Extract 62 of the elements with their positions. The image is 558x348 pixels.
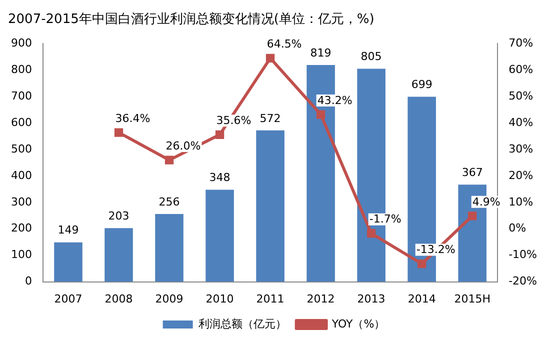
y-tick-label: 700 xyxy=(10,89,32,102)
data-label: -1.7% xyxy=(369,212,402,226)
point xyxy=(266,54,275,62)
x-tick-label: 2015H xyxy=(454,292,490,306)
x-tick-label: 2011 xyxy=(256,292,284,306)
legend-label: 利润总额（亿元） xyxy=(198,317,286,330)
data-label: -13.2% xyxy=(416,243,456,256)
data-label: 348 xyxy=(209,171,230,184)
y2-tick-label: 30% xyxy=(508,142,534,156)
data-label: 572 xyxy=(260,112,281,125)
y-tick-label: 300 xyxy=(10,195,32,208)
bar xyxy=(206,190,234,282)
y2-tick-label: 70% xyxy=(508,36,534,50)
legend-label: YOY（%） xyxy=(330,317,386,330)
x-tick-label: 2008 xyxy=(104,292,133,306)
x-tick-label: 2013 xyxy=(357,292,386,306)
x-tick-label: 2009 xyxy=(155,292,184,306)
y2-tick-label: 60% xyxy=(508,62,534,76)
data-label: 699 xyxy=(411,78,432,92)
y-tick-label: 500 xyxy=(10,142,32,156)
y2-tick-label: -20% xyxy=(508,274,538,288)
bar xyxy=(256,130,284,282)
data-label: 26.0% xyxy=(166,139,201,152)
data-label: 64.5% xyxy=(266,38,302,51)
point xyxy=(417,259,426,268)
y2-tick-label: -10% xyxy=(508,248,538,262)
y2-tick-label: 50% xyxy=(508,89,534,102)
data-label: 4.9% xyxy=(472,195,500,208)
data-label: 367 xyxy=(462,166,483,180)
y2-tick-label: 40% xyxy=(508,116,534,129)
data-label: 256 xyxy=(158,195,180,208)
data-label: 43.2% xyxy=(317,94,352,107)
data-label: 36.4% xyxy=(115,112,150,125)
point xyxy=(366,229,376,238)
y-tick-label: 400 xyxy=(10,168,32,182)
data-label: 819 xyxy=(310,46,332,60)
bar xyxy=(54,242,82,282)
point xyxy=(215,130,224,139)
y2-tick-label: 20% xyxy=(508,168,534,182)
y-tick-label: 0 xyxy=(24,274,32,288)
data-label: 149 xyxy=(58,224,79,237)
x-tick-label: 2010 xyxy=(206,292,234,306)
point xyxy=(468,212,477,220)
data-label: 203 xyxy=(108,209,130,222)
chart-title: 2007-2015年中国白酒行业利润总额变化情况(单位：亿元，%) xyxy=(8,12,374,28)
y-tick-label: 100 xyxy=(10,248,32,262)
y-tick-label: 600 xyxy=(10,116,32,129)
data-label: 805 xyxy=(360,50,382,64)
point xyxy=(164,156,174,164)
y-tick-label: 200 xyxy=(10,222,32,235)
bar xyxy=(104,228,133,282)
x-tick-label: 2007 xyxy=(54,292,82,306)
point xyxy=(114,128,124,137)
x-tick-label: 2014 xyxy=(408,292,436,306)
data-label: 35.6% xyxy=(216,114,252,128)
bar xyxy=(155,214,184,282)
y2-tick-label: 0% xyxy=(508,222,526,235)
x-tick-label: 2012 xyxy=(306,292,335,306)
y-tick-label: 900 xyxy=(10,36,32,50)
y2-tick-label: 10% xyxy=(508,195,534,208)
point xyxy=(316,110,326,119)
y-tick-label: 800 xyxy=(10,62,32,76)
